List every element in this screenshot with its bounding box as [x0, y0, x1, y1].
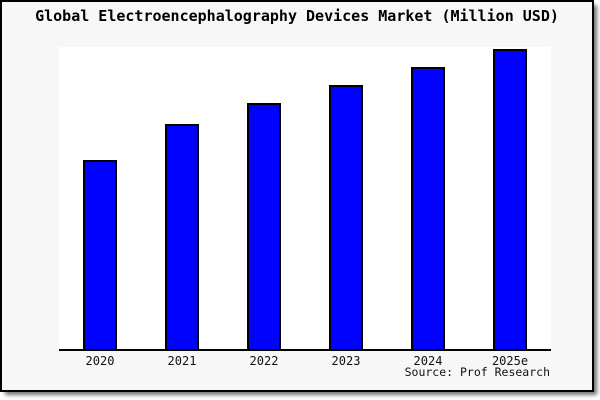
- bar-slot-2025e: [469, 47, 551, 349]
- bar-2024: [411, 67, 445, 349]
- bar-2023: [329, 85, 363, 349]
- bar-2025e: [493, 49, 527, 349]
- x-tick-label-2024: 2024: [413, 354, 443, 368]
- x-tick-label-2025e: 2025e: [491, 354, 529, 368]
- x-tick-label-2020: 2020: [85, 354, 115, 368]
- x-tick-label-2022: 2022: [249, 354, 279, 368]
- x-axis-labels: 2020 2021 2022 2023 2024 2025e: [59, 354, 551, 368]
- bar-slot-2020: [59, 47, 141, 349]
- x-tick-label-2023: 2023: [331, 354, 361, 368]
- chart-title: Global Electroencephalography Devices Ma…: [35, 7, 559, 25]
- bar-slot-2022: [223, 47, 305, 349]
- plot-area: [59, 47, 551, 351]
- x-tick-label-2021: 2021: [167, 354, 197, 368]
- bar-slot-2023: [305, 47, 387, 349]
- bar-2020: [83, 160, 117, 349]
- bar-2021: [165, 124, 199, 349]
- bar-slot-2021: [141, 47, 223, 349]
- bar-2022: [247, 103, 281, 349]
- bar-slot-2024: [387, 47, 469, 349]
- source-credit: Source: Prof Research: [404, 365, 550, 379]
- chart-panel: Global Electroencephalography Devices Ma…: [0, 0, 594, 392]
